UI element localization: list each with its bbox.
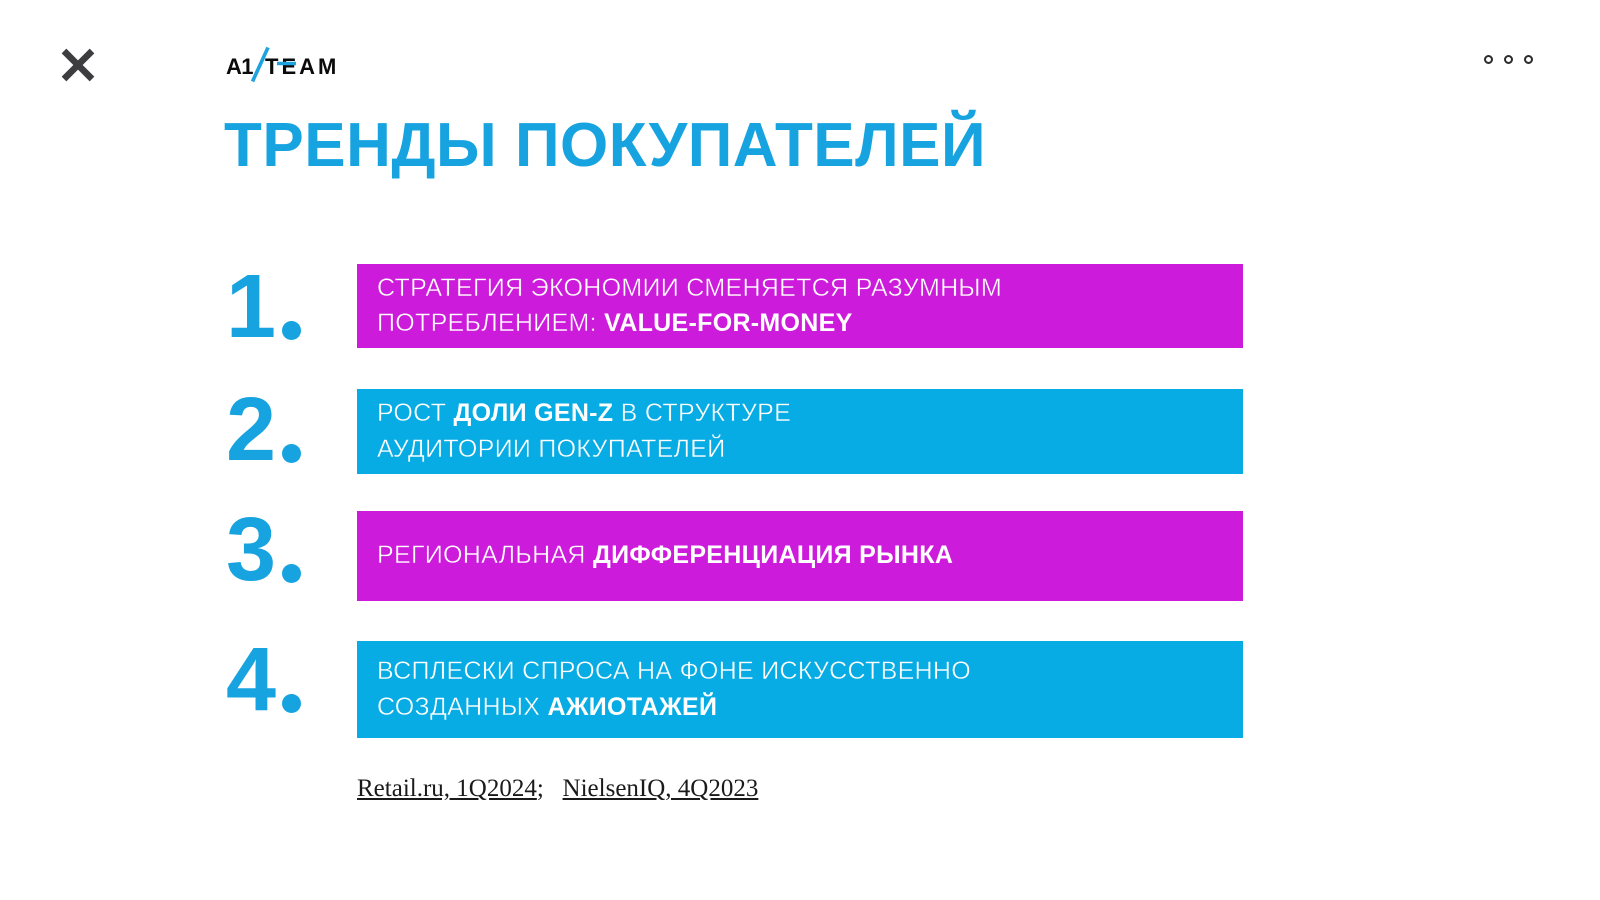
svg-text:TEAM: TEAM bbox=[265, 54, 339, 79]
svg-text:A1: A1 bbox=[226, 54, 253, 79]
